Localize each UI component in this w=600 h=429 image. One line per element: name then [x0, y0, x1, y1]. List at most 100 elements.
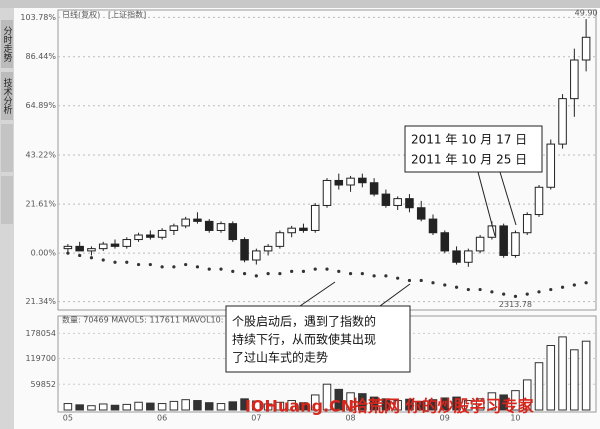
index-point [101, 258, 105, 262]
candle-body [522, 214, 532, 234]
annotation-date: 2011 年 10 月 17 日 [411, 133, 527, 147]
chart-title: 日线(复权) [62, 10, 100, 20]
candle-body [146, 234, 155, 238]
x-tick-label: 10 [510, 414, 520, 423]
sidebar-tab[interactable] [1, 124, 13, 172]
candle-body [534, 186, 544, 216]
volume-bar [570, 349, 579, 411]
candle-body [181, 218, 190, 227]
volume-bar [134, 401, 143, 411]
index-point [195, 265, 200, 269]
candle-body [122, 239, 132, 247]
arrow [379, 283, 411, 307]
candle-body [499, 225, 508, 256]
candle-body [134, 234, 143, 241]
volume-bar [204, 402, 214, 411]
volume-bar [75, 404, 84, 411]
index-point [443, 283, 447, 287]
index-point [89, 256, 94, 260]
index-point [478, 287, 482, 292]
index-point [348, 272, 353, 276]
volume-header: 数量: 70469 MAVOL5: 117611 MAVOL10: 124862 [62, 315, 257, 325]
candle-body [346, 177, 355, 186]
volume-bar [558, 336, 567, 411]
volume-bar [240, 398, 249, 411]
volume-bar [228, 401, 238, 411]
candle-body [310, 204, 320, 231]
index-point [254, 274, 258, 278]
volume-bar [487, 392, 497, 411]
volume-bar [358, 393, 367, 411]
volume-tick-label: 119700 [25, 354, 56, 363]
index-point [384, 274, 388, 278]
volume-bar [334, 388, 344, 411]
volume-bar [322, 383, 332, 411]
candle-body [110, 243, 120, 247]
candle-body [275, 232, 285, 247]
callout-box [225, 305, 411, 373]
annotation-date: 2011 年 10 月 25 日 [411, 153, 527, 167]
arrow [477, 171, 496, 237]
index-point [525, 292, 529, 296]
candle-body [452, 250, 461, 263]
volume-bar [464, 400, 473, 411]
volume-bar [252, 400, 261, 411]
date-annotation-box [404, 125, 543, 173]
callout-text: 了过山车式的走势 [232, 350, 328, 365]
volume-tick-label: 178054 [25, 329, 56, 338]
x-tick-label: 05 [63, 414, 73, 423]
candle-body [334, 179, 344, 186]
volume-bar [381, 398, 391, 411]
volume-bar [181, 399, 190, 411]
arrow [499, 171, 517, 226]
candle-body [464, 250, 473, 263]
candle-body [369, 182, 379, 195]
index-point [231, 269, 235, 273]
candle-body [405, 198, 414, 209]
candle-body [440, 232, 450, 252]
candle-body [558, 98, 567, 145]
index-point [148, 262, 152, 267]
index-point [513, 294, 518, 298]
candle-body [299, 227, 308, 231]
watermark-slogan: 拾荒网 你的炒股学习专家 [352, 397, 535, 416]
sidebar-tab[interactable] [1, 20, 13, 68]
index-point [78, 253, 82, 258]
callout-text: 持续下行，从而致使其出现 [232, 332, 376, 347]
price-label: 2313.78 [499, 300, 532, 309]
y-tick-label: 0.00% [31, 249, 57, 258]
menu-bar [0, 0, 600, 8]
index-point [502, 292, 506, 296]
index-point [66, 251, 70, 255]
index-point [360, 272, 364, 276]
x-tick-label: 07 [251, 414, 261, 423]
price-label: 49.90 [575, 9, 598, 18]
sidebar-tab[interactable] [1, 72, 13, 120]
volume-bar [393, 400, 402, 411]
index-point [454, 285, 459, 289]
sidebar-tab[interactable] [1, 176, 13, 224]
arrow [299, 281, 336, 307]
sidebar-tab-label: 技术分析 [2, 77, 13, 115]
x-tick-label: 06 [157, 414, 167, 423]
index-point [549, 287, 553, 292]
volume-bar [499, 394, 508, 411]
candle-body [75, 245, 84, 252]
volume-bar [581, 340, 591, 411]
index-point [584, 281, 588, 285]
index-point [172, 265, 176, 269]
candle-body [98, 243, 108, 250]
watermark-site: IOHuang.CN [245, 397, 354, 416]
index-point [419, 278, 423, 283]
candle-body [63, 245, 73, 250]
candle-body [546, 143, 556, 188]
candle-body [228, 223, 238, 241]
candle-body [169, 225, 179, 231]
volume-bar [287, 400, 296, 411]
index-point [301, 269, 306, 273]
volume-bar [475, 398, 485, 411]
index-point [372, 274, 376, 278]
y-tick-label: 86.44% [25, 52, 56, 61]
index-point [278, 272, 282, 276]
